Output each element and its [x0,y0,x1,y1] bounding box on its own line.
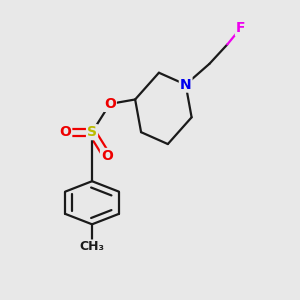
Text: O: O [101,149,113,163]
Text: O: O [59,125,71,139]
Text: F: F [236,21,245,35]
Text: CH₃: CH₃ [80,240,104,253]
Text: S: S [87,125,97,139]
Text: N: N [180,78,191,92]
Text: O: O [104,97,116,111]
